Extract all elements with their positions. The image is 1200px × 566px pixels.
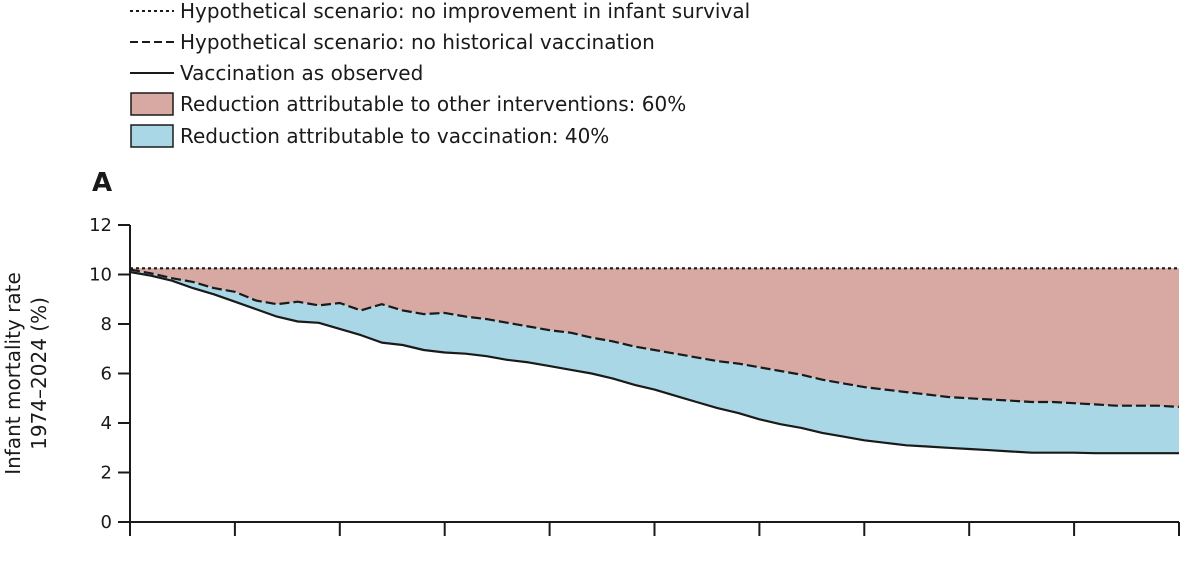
legend-label: Reduction attributable to vaccination: 4… (180, 124, 610, 148)
chart-areas (130, 268, 1179, 454)
blue-swatch-icon (130, 124, 174, 148)
legend-item-vaccination: Reduction attributable to vaccination: 4… (130, 121, 609, 151)
y-tick-label: 2 (101, 463, 112, 484)
legend-label: Hypothetical scenario: no historical vac… (180, 30, 655, 54)
y-axis-title: Infant mortality rate 1974–2024 (%) (1, 272, 51, 475)
legend-label: Vaccination as observed (180, 61, 424, 85)
chart-lines (129, 267, 1180, 455)
solid-line-icon (130, 61, 174, 85)
legend-item-no-improvement: Hypothetical scenario: no improvement in… (130, 0, 750, 26)
legend-item-no-vaccination: Hypothetical scenario: no historical vac… (130, 27, 655, 57)
y-tick-label: 10 (89, 265, 112, 286)
vaccination-area (130, 269, 1179, 454)
panel-letter: A (92, 168, 113, 198)
other-interventions-area (130, 268, 1179, 407)
legend-item-observed: Vaccination as observed (130, 58, 423, 88)
dashed-line-icon (130, 30, 174, 54)
y-axis-title-line: 1974–2024 (%) (27, 297, 51, 450)
y-tick-label: 6 (101, 364, 112, 385)
chart-axes: 0 2 4 6 8 10 12 (89, 215, 1180, 536)
red-swatch-icon (130, 92, 174, 116)
legend-item-other-interventions: Reduction attributable to other interven… (130, 89, 686, 119)
legend-label: Reduction attributable to other interven… (180, 92, 687, 116)
observed-line (129, 270, 1179, 455)
y-tick-label: 0 (101, 512, 112, 533)
legend-label: Hypothetical scenario: no improvement in… (180, 0, 751, 23)
dotted-line-icon (130, 0, 174, 23)
y-tick-label: 4 (101, 413, 112, 434)
y-axis-title-line: Infant mortality rate (1, 272, 25, 475)
y-tick-label: 8 (101, 314, 112, 335)
no-vaccination-line (129, 268, 1180, 408)
y-tick-label: 12 (89, 215, 112, 236)
